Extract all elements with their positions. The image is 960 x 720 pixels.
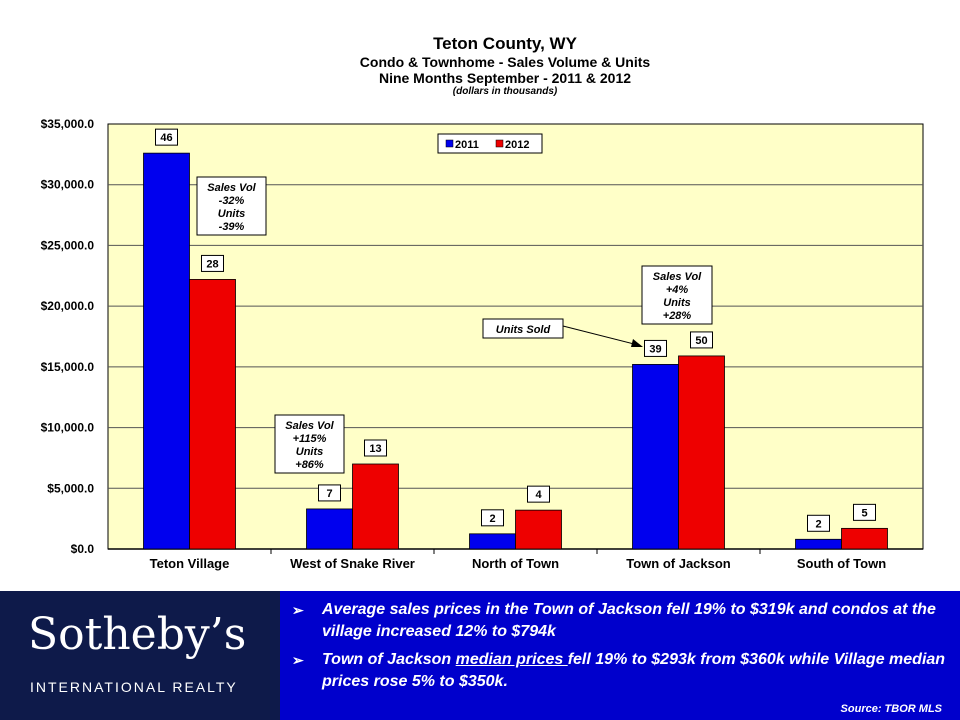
bar-2012-4 bbox=[678, 355, 725, 550]
bar-2011-4 bbox=[632, 364, 679, 550]
annotation-teton-village-line: Units bbox=[218, 208, 246, 220]
data-label: 13 bbox=[369, 443, 381, 455]
data-label: 2 bbox=[489, 513, 495, 525]
annotation-west-of-snake-river-line: Sales Vol bbox=[285, 420, 334, 432]
annotation-town-of-jackson-box bbox=[641, 265, 713, 325]
data-label-box bbox=[481, 509, 504, 527]
bullet-text-1: Average sales prices in the Town of Jack… bbox=[322, 601, 936, 640]
arrow-bullet-icon: ➢ bbox=[292, 652, 304, 668]
bar-2012-1 bbox=[189, 279, 236, 550]
footer-panel: Sotheby’s INTERNATIONAL REALTY ➢ Average… bbox=[0, 591, 960, 720]
bar-2012-5 bbox=[841, 527, 888, 550]
data-label-box bbox=[644, 339, 667, 357]
annotation-town-of-jackson-line: +4% bbox=[666, 284, 689, 296]
source-note: Source: TBOR MLS bbox=[840, 703, 942, 715]
annotation-teton-village-line: -39% bbox=[219, 221, 245, 233]
y-tick-label: $0.0 bbox=[71, 542, 95, 556]
data-label: 28 bbox=[206, 258, 218, 270]
annotation-teton-village-line: Sales Vol bbox=[207, 182, 256, 194]
annotation-west-of-snake-river-line: Units bbox=[296, 446, 324, 458]
data-label: 39 bbox=[649, 343, 661, 355]
legend-swatch bbox=[495, 139, 504, 148]
chart-titles: Teton County, WY Condo & Townhome - Sale… bbox=[0, 34, 960, 98]
x-tick-label: Town of Jackson bbox=[626, 556, 731, 571]
annotation-teton-village-box bbox=[196, 176, 267, 236]
y-tick-label: $15,000.0 bbox=[41, 360, 95, 374]
x-tick-label: North of Town bbox=[472, 556, 559, 571]
annotation-west-of-snake-river-box bbox=[274, 414, 345, 474]
logo-wordmark: Sotheby’s bbox=[28, 609, 247, 660]
chart-units-note: (dollars in thousands) bbox=[452, 86, 558, 97]
data-label: 2 bbox=[815, 518, 821, 530]
y-tick-label: $25,000.0 bbox=[41, 238, 95, 252]
chart-title: Teton County, WY bbox=[433, 34, 577, 53]
bar-2011-2 bbox=[306, 508, 353, 550]
legend-label: 2012 bbox=[505, 139, 529, 151]
bullet-text-2-end: fell 19% to $293k from $360k while Villa… bbox=[322, 651, 946, 690]
data-label: 5 bbox=[861, 507, 867, 519]
y-tick-label: $10,000.0 bbox=[41, 421, 95, 435]
annotation-town-of-jackson-line: Units bbox=[663, 297, 691, 309]
data-label: 4 bbox=[535, 489, 542, 501]
data-label: 7 bbox=[326, 488, 332, 500]
bullet-text-2-underlined: median prices bbox=[455, 651, 568, 668]
bullet-list: ➢ Average sales prices in the Town of Ja… bbox=[292, 599, 952, 699]
chart-subtitle-period: Nine Months September - 2011 & 2012 bbox=[378, 70, 632, 86]
bar-chart: $0.0 $5,000.0 $10,000.0 $15,000.0 $20,000.0 $… bbox=[41, 117, 924, 571]
data-label-box bbox=[201, 254, 224, 272]
data-label-box bbox=[527, 485, 550, 503]
bar-2012-3 bbox=[515, 509, 562, 550]
data-label: 50 bbox=[695, 335, 707, 347]
bar-2011-3 bbox=[469, 533, 516, 550]
y-tick-label: $5,000.0 bbox=[47, 481, 94, 495]
x-tick-label: Teton Village bbox=[150, 556, 230, 571]
y-tick-label: $20,000.0 bbox=[41, 299, 95, 313]
arrow-bullet-icon: ➢ bbox=[292, 602, 304, 618]
annotation-units-sold-line: Units Sold bbox=[496, 324, 551, 336]
y-tick-label: $35,000.0 bbox=[41, 117, 95, 131]
sothebys-logo: Sotheby’s INTERNATIONAL REALTY bbox=[0, 591, 280, 720]
data-label: 46 bbox=[160, 132, 172, 144]
legend-label: 2011 bbox=[455, 139, 479, 151]
y-tick-label: $30,000.0 bbox=[41, 178, 95, 192]
legend bbox=[437, 133, 543, 154]
bullet-text-2-start: Town of Jackson bbox=[322, 651, 456, 668]
data-label-box bbox=[807, 514, 830, 532]
data-label-box bbox=[853, 503, 876, 521]
bullet-item: ➢ Town of Jackson median prices fell 19%… bbox=[292, 649, 952, 693]
annotation-teton-village-line: -32% bbox=[219, 195, 245, 207]
data-label-box bbox=[690, 331, 713, 349]
data-label-box bbox=[364, 439, 387, 457]
arrow-head bbox=[631, 339, 643, 347]
annotation-town-of-jackson-line: Sales Vol bbox=[653, 271, 702, 283]
data-label-box bbox=[318, 484, 341, 502]
x-tick-label: South of Town bbox=[797, 556, 886, 571]
arrow-line bbox=[562, 325, 639, 346]
logo-tagline: INTERNATIONAL REALTY bbox=[30, 679, 238, 695]
bar-2011-5 bbox=[795, 538, 842, 550]
data-label-box bbox=[155, 128, 178, 146]
annotation-west-of-snake-river-line: +115% bbox=[293, 433, 327, 445]
annotation-town-of-jackson-line: +28% bbox=[663, 310, 692, 322]
annotation-units-sold-box bbox=[482, 318, 564, 339]
x-tick-label: West of Snake River bbox=[290, 556, 415, 571]
bar-2011-1 bbox=[143, 152, 190, 550]
annotation-west-of-snake-river-line: +86% bbox=[295, 459, 324, 471]
bullet-item: ➢ Average sales prices in the Town of Ja… bbox=[292, 599, 952, 643]
bar-2012-2 bbox=[352, 463, 399, 550]
legend-swatch bbox=[445, 139, 454, 148]
chart-subtitle: Condo & Townhome - Sales Volume & Units bbox=[359, 54, 651, 70]
